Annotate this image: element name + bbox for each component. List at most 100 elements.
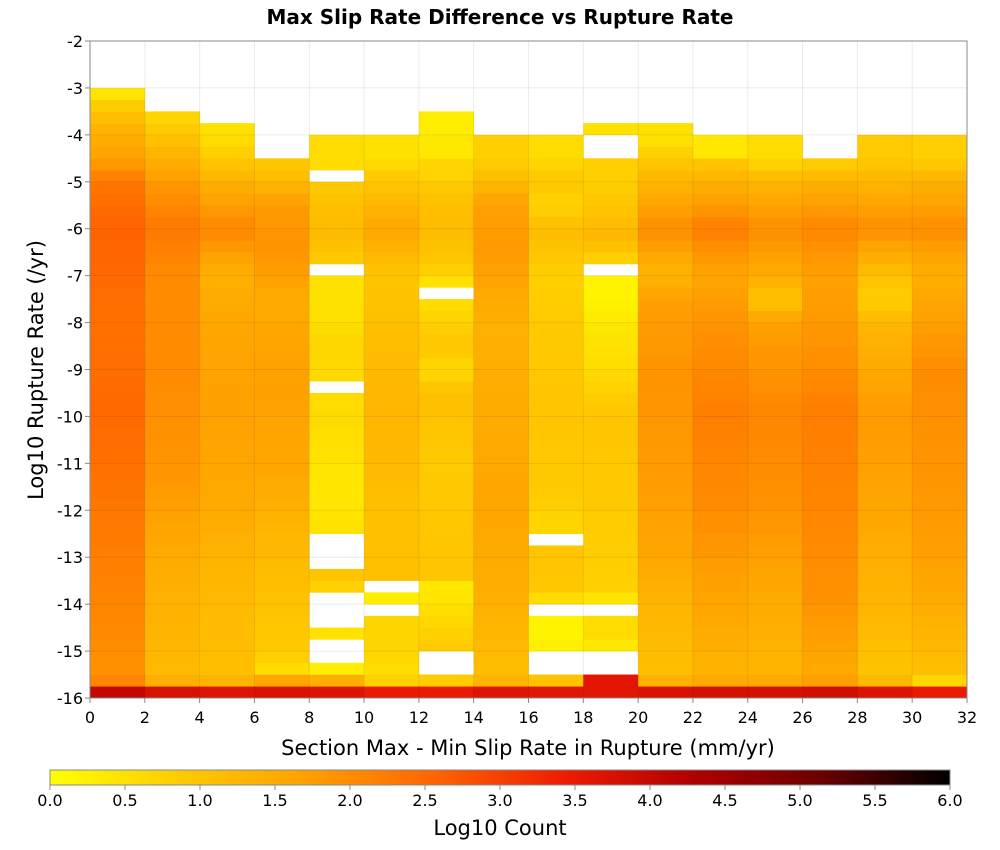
heatmap-cell: [638, 334, 694, 347]
heatmap-cell: [638, 263, 694, 276]
heatmap-cell: [583, 369, 639, 382]
heatmap-cell: [364, 639, 420, 652]
heatmap-cell: [199, 651, 255, 664]
heatmap-cell: [528, 146, 584, 159]
heatmap-cell: [638, 299, 694, 312]
heatmap-cell: [692, 416, 749, 429]
heatmap-cell: [418, 346, 474, 359]
heatmap-cell: [638, 205, 694, 218]
x-tick-label: 18: [573, 708, 593, 727]
heatmap-cell: [199, 522, 255, 535]
heatmap-cell: [199, 639, 255, 652]
heatmap-cell: [254, 228, 310, 241]
heatmap-cell: [199, 627, 255, 640]
heatmap-cell: [144, 674, 200, 687]
heatmap-cell: [857, 287, 913, 300]
heatmap-cell: [692, 404, 749, 417]
heatmap-cell: [473, 205, 529, 218]
heatmap-cell: [747, 299, 803, 312]
heatmap-cell: [912, 568, 968, 581]
heatmap-cell: [857, 263, 913, 276]
heatmap-cell: [199, 263, 255, 276]
heatmap-cell: [254, 627, 310, 640]
heatmap-cell: [692, 392, 749, 405]
heatmap-cell: [912, 439, 968, 452]
y-tick-label: -2: [67, 32, 83, 51]
x-axis-ticks: 0 2 4 6 8 10 12 14 16 18 20 22 24 26 28 30 32: [85, 698, 977, 727]
heatmap-cell: [90, 87, 146, 100]
heatmap-cell: [144, 568, 200, 581]
heatmap-cell: [364, 463, 420, 476]
heatmap-cell: [747, 404, 803, 417]
heatmap-cell: [912, 170, 968, 183]
heatmap-cell: [802, 334, 858, 347]
heatmap-cell: [857, 674, 913, 687]
heatmap-cell: [638, 392, 694, 405]
heatmap-cell: [912, 193, 968, 206]
heatmap-cell: [912, 299, 968, 312]
heatmap-cell: [90, 604, 146, 617]
heatmap-cell: [473, 662, 529, 675]
heatmap-cell: [254, 557, 310, 570]
heatmap-cell: [528, 310, 584, 323]
heatmap-cell: [638, 416, 694, 429]
heatmap-cell: [90, 334, 146, 347]
heatmap-cell: [802, 428, 858, 441]
heatmap-cell: [857, 486, 913, 499]
heatmap-cell: [418, 580, 474, 593]
heatmap-cell: [144, 275, 200, 288]
y-axis-label: Log10 Rupture Rate (/yr): [24, 240, 48, 500]
heatmap-cell: [364, 662, 420, 675]
heatmap-cell: [309, 686, 365, 699]
heatmap-cell: [528, 170, 584, 183]
heatmap-cell: [802, 451, 858, 464]
heatmap-cell: [857, 428, 913, 441]
heatmap-cell: [583, 287, 639, 300]
heatmap-cell: [802, 240, 858, 253]
heatmap-cell: [747, 568, 803, 581]
heatmap-cell: [418, 627, 474, 640]
heatmap-cell: [857, 146, 913, 159]
heatmap-cell: [912, 522, 968, 535]
heatmap-cell: [254, 252, 310, 265]
heatmap-cell: [90, 662, 146, 675]
heatmap-cell: [418, 205, 474, 218]
heatmap-cell: [199, 299, 255, 312]
heatmap-cell: [583, 123, 639, 136]
heatmap-cell: [364, 146, 420, 159]
heatmap-cell: [692, 545, 749, 558]
heatmap-cell: [802, 439, 858, 452]
heatmap-cell: [528, 627, 584, 640]
heatmap-cell: [747, 510, 803, 523]
heatmap-cell: [692, 557, 749, 570]
heatmap-cell: [857, 463, 913, 476]
heatmap-cell: [528, 545, 584, 558]
heatmap-cell: [802, 205, 858, 218]
heatmap-cell: [199, 463, 255, 476]
heatmap-cell: [473, 686, 529, 699]
heatmap-cell: [90, 510, 146, 523]
heatmap-cell: [364, 228, 420, 241]
heatmap-cell: [528, 252, 584, 265]
heatmap-cell: [747, 651, 803, 664]
heatmap-cell: [254, 568, 310, 581]
heatmap-cell: [528, 381, 584, 394]
heatmap-cell: [802, 322, 858, 335]
heatmap-cell: [747, 592, 803, 605]
heatmap-cell: [90, 146, 146, 159]
heatmap-cell: [583, 627, 639, 640]
heatmap-cell: [254, 158, 310, 171]
heatmap-cell: [747, 158, 803, 171]
heatmap-cell: [528, 580, 584, 593]
heatmap-cell: [364, 310, 420, 323]
heatmap-cell: [583, 392, 639, 405]
heatmap-cell: [254, 439, 310, 452]
heatmap-cell: [747, 580, 803, 593]
heatmap-cell: [254, 193, 310, 206]
heatmap-cell: [857, 346, 913, 359]
heatmap-cell: [638, 604, 694, 617]
heatmap-cell: [364, 416, 420, 429]
heatmap-cell: [912, 263, 968, 276]
heatmap-cell: [144, 662, 200, 675]
heatmap-cell: [528, 404, 584, 417]
